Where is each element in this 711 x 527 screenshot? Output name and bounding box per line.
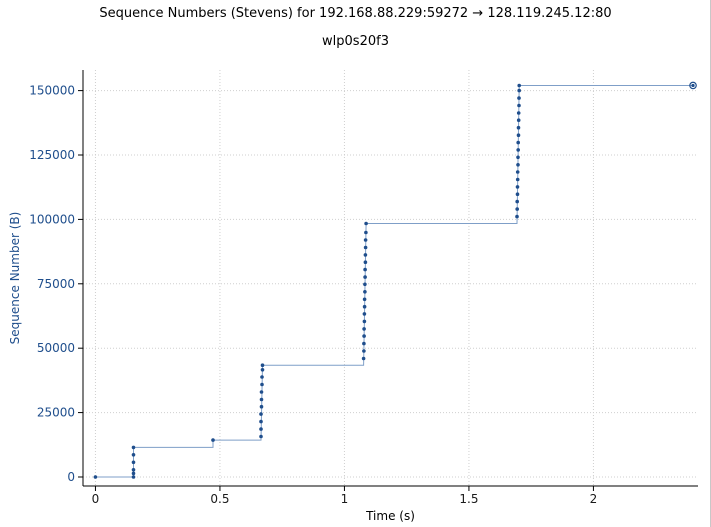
data-point [515, 170, 520, 174]
x-tick-label: 1.5 [459, 492, 478, 506]
x-tick-label: 2 [590, 492, 598, 506]
data-point [515, 177, 520, 182]
data-point [362, 312, 367, 316]
data-point [516, 148, 520, 152]
data-point [362, 319, 367, 324]
data-point [515, 199, 519, 204]
tick-labels: 0 0.5 1 1.5 2 0 25000 50000 75000 100000 125000 150… [29, 84, 597, 506]
data-point [131, 445, 136, 450]
end-marker-ring [689, 81, 697, 90]
data-point [517, 88, 521, 93]
data-point [516, 125, 521, 130]
x-tick-label: 0.5 [210, 492, 229, 506]
y-tick-label: 75000 [37, 277, 75, 291]
data-point [362, 297, 367, 302]
data-point [362, 341, 366, 346]
x-tick-label: 0 [92, 492, 100, 506]
data-point [516, 133, 521, 137]
y-tick-label: 50000 [37, 341, 75, 355]
data-point [131, 475, 136, 479]
data-point [259, 434, 263, 439]
data-point [362, 349, 366, 353]
x-tick-label: 1 [341, 492, 349, 506]
data-point [517, 96, 521, 100]
data-point [131, 453, 136, 457]
y-tick-label: 150000 [29, 84, 75, 98]
data-point [516, 111, 521, 115]
data-point [364, 230, 368, 235]
data-point [362, 304, 367, 309]
end-marker-dot [691, 83, 695, 88]
data-point [259, 412, 263, 416]
data-point [363, 267, 367, 272]
data-point [516, 155, 520, 160]
data-point [363, 253, 368, 257]
data-point [516, 163, 520, 167]
data-point [516, 118, 521, 122]
data-point [363, 238, 368, 242]
data-point [259, 397, 264, 402]
data-point [260, 368, 265, 372]
series [93, 81, 697, 479]
data-point [363, 290, 367, 294]
x-axis-label: Time (s) [365, 509, 415, 523]
data-point [259, 390, 264, 394]
data-point [361, 356, 366, 361]
y-tick-label: 25000 [37, 406, 75, 420]
chart-title: Sequence Numbers (Stevens) for 192.168.8… [99, 6, 612, 21]
y-tick-label: 100000 [29, 212, 75, 226]
data-point [517, 83, 521, 88]
data-point [211, 438, 215, 442]
data-point [260, 382, 264, 387]
data-point [515, 192, 520, 196]
data-point [363, 260, 368, 265]
y-axis-label: Sequence Number (B) [8, 212, 22, 345]
data-point [259, 427, 263, 431]
grid [83, 70, 698, 486]
data-point [362, 334, 366, 338]
data-point [260, 363, 265, 368]
data-point [260, 375, 264, 379]
data-point [515, 214, 519, 219]
data-point [259, 419, 263, 424]
data-point [363, 275, 367, 279]
data-point [93, 475, 98, 479]
axes [78, 70, 698, 491]
data-point [259, 404, 264, 409]
data-point [131, 471, 136, 476]
data-point [131, 468, 136, 472]
data-point [131, 460, 136, 465]
data-point [516, 140, 520, 145]
step-line [95, 85, 693, 478]
chart-subtitle: wlp0s20f3 [322, 34, 389, 49]
y-tick-label: 125000 [29, 148, 75, 162]
data-point [362, 327, 366, 331]
data-point [515, 207, 519, 211]
data-point [517, 103, 521, 108]
data-point [515, 185, 520, 189]
y-tick-label: 0 [67, 470, 75, 484]
data-point [363, 282, 367, 287]
data-point [363, 245, 368, 250]
data-point [364, 221, 368, 226]
